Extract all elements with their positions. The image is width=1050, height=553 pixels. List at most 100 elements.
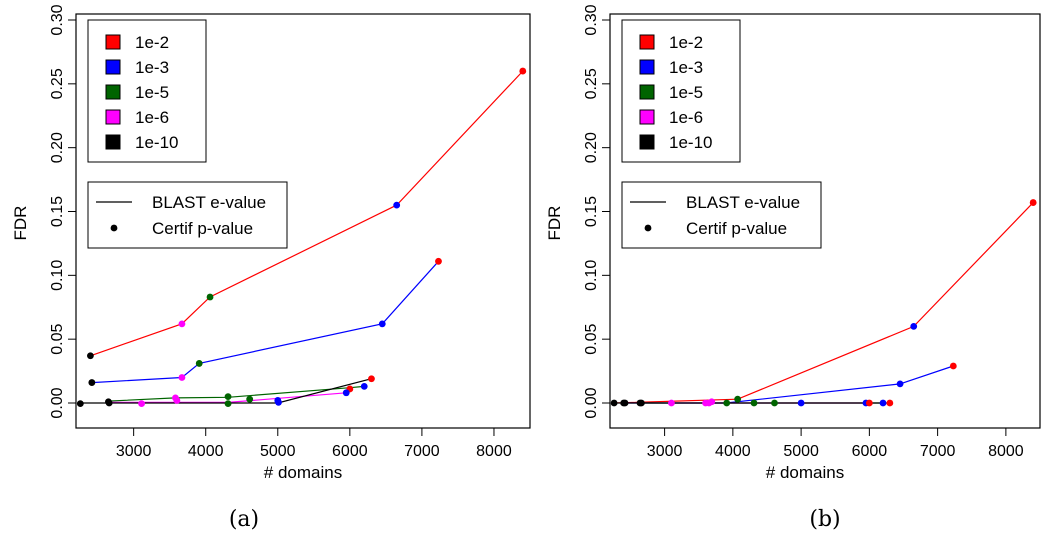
data-point bbox=[705, 399, 713, 407]
y-tick-label: 0.15 bbox=[49, 196, 66, 227]
style-legend bbox=[87, 181, 288, 249]
y-tick-label: 0.20 bbox=[583, 132, 600, 163]
y-tick-label: 0.10 bbox=[583, 260, 600, 291]
data-point bbox=[886, 399, 894, 407]
legend-line-label: BLAST e-value bbox=[686, 193, 800, 212]
legend-swatch-1e-2 bbox=[639, 34, 655, 50]
data-point bbox=[750, 399, 758, 407]
style-legend bbox=[621, 181, 822, 249]
data-point bbox=[87, 352, 94, 360]
y-tick-label: 0.20 bbox=[49, 132, 66, 163]
x-tick-label: 3000 bbox=[647, 443, 683, 460]
legend-label-1e-10: 1e-10 bbox=[669, 133, 712, 152]
x-axis-label: # domains bbox=[264, 463, 342, 482]
data-point bbox=[378, 320, 386, 328]
legend-swatch-1e-5 bbox=[105, 84, 121, 100]
legend-line-label: BLAST e-value bbox=[152, 193, 266, 212]
legend-swatch-1e-6 bbox=[639, 109, 655, 125]
legend-label-1e-5: 1e-5 bbox=[669, 83, 703, 102]
data-point bbox=[246, 395, 254, 403]
legend-swatch-1e-10 bbox=[639, 134, 655, 150]
series-line-1e-3 bbox=[91, 260, 439, 384]
x-tick-label: 8000 bbox=[476, 443, 512, 460]
data-point bbox=[342, 389, 350, 397]
legend-label-1e-3: 1e-3 bbox=[135, 58, 169, 77]
data-point bbox=[195, 360, 203, 367]
data-point bbox=[723, 399, 731, 407]
legend-label-1e-2: 1e-2 bbox=[135, 33, 169, 52]
x-tick-label: 3000 bbox=[116, 443, 152, 460]
data-point bbox=[797, 399, 805, 407]
data-point bbox=[88, 379, 96, 386]
y-tick-label: 0.25 bbox=[49, 68, 66, 99]
data-point bbox=[637, 399, 645, 407]
y-tick-label: 0.30 bbox=[583, 4, 600, 35]
x-axis-label: # domains bbox=[766, 463, 844, 482]
y-tick-label: 0.05 bbox=[583, 323, 600, 354]
legend-swatch-1e-5 bbox=[639, 84, 655, 100]
data-point bbox=[949, 362, 957, 370]
data-point bbox=[610, 399, 618, 407]
x-tick-label: 8000 bbox=[988, 443, 1024, 460]
y-axis-label: FDR bbox=[11, 206, 30, 241]
y-axis-label: FDR bbox=[545, 206, 564, 241]
legend-swatch-1e-3 bbox=[639, 59, 655, 75]
plot-frame bbox=[75, 13, 531, 429]
y-tick-label: 0.15 bbox=[583, 196, 600, 227]
data-point bbox=[173, 397, 181, 404]
data-point bbox=[105, 399, 113, 407]
data-point bbox=[910, 323, 918, 330]
legend-swatch-1e-10 bbox=[105, 134, 121, 150]
series-line-1e-3 bbox=[623, 365, 954, 404]
x-tick-label: 5000 bbox=[260, 443, 296, 460]
data-point bbox=[435, 257, 442, 265]
series-line-1e-2 bbox=[614, 202, 1034, 404]
data-point bbox=[771, 399, 778, 407]
data-point bbox=[275, 398, 282, 406]
data-point bbox=[178, 374, 186, 381]
data-point bbox=[206, 293, 214, 301]
legend-swatch-1e-3 bbox=[105, 59, 121, 75]
data-point bbox=[178, 320, 186, 328]
series-line-1e-5 bbox=[108, 385, 365, 402]
data-point bbox=[668, 399, 675, 407]
panel-caption: (a) bbox=[229, 507, 259, 532]
chart-panel-b: 3000 4000 5000 6000 7000 8000 0.00 0.05 0.10 0.15… bbox=[545, 4, 1041, 532]
panel-caption: (b) bbox=[809, 507, 840, 532]
data-point bbox=[621, 399, 629, 407]
data-point bbox=[519, 67, 527, 75]
y-tick-label: 0.00 bbox=[583, 387, 600, 418]
legend-swatch-1e-6 bbox=[105, 109, 121, 125]
x-tick-label: 4000 bbox=[715, 443, 751, 460]
x-tick-label: 4000 bbox=[188, 443, 224, 460]
legend-label-1e-10: 1e-10 bbox=[135, 133, 178, 152]
data-point bbox=[896, 380, 904, 388]
legend-point-marker bbox=[644, 224, 652, 232]
data-point bbox=[76, 400, 84, 408]
legend-point-marker bbox=[110, 224, 118, 232]
data-point bbox=[865, 399, 873, 407]
legend-label-1e-2: 1e-2 bbox=[669, 33, 703, 52]
x-tick-label: 7000 bbox=[920, 443, 956, 460]
chart-panel-a: 3000 4000 5000 6000 7000 8000 0.00 0.05 0.10 0.15… bbox=[11, 4, 531, 532]
x-tick-label: 7000 bbox=[404, 443, 440, 460]
data-point bbox=[224, 393, 232, 401]
series-line-1e-10 bbox=[80, 378, 372, 404]
legend-point-label: Certif p-value bbox=[686, 219, 787, 238]
legend-label-1e-6: 1e-6 bbox=[135, 108, 169, 127]
data-point bbox=[360, 383, 368, 390]
y-tick-label: 0.25 bbox=[583, 68, 600, 99]
data-point bbox=[393, 201, 401, 209]
y-tick-label: 0.30 bbox=[49, 4, 66, 35]
y-tick-label: 0.10 bbox=[49, 260, 66, 291]
x-tick-label: 6000 bbox=[852, 443, 888, 460]
plot-frame bbox=[609, 13, 1041, 429]
x-tick-label: 6000 bbox=[332, 443, 368, 460]
data-point bbox=[879, 399, 887, 407]
y-tick-label: 0.05 bbox=[49, 323, 66, 354]
y-tick-label: 0.00 bbox=[49, 387, 66, 418]
legend-label-1e-5: 1e-5 bbox=[135, 83, 169, 102]
data-point bbox=[368, 375, 375, 383]
